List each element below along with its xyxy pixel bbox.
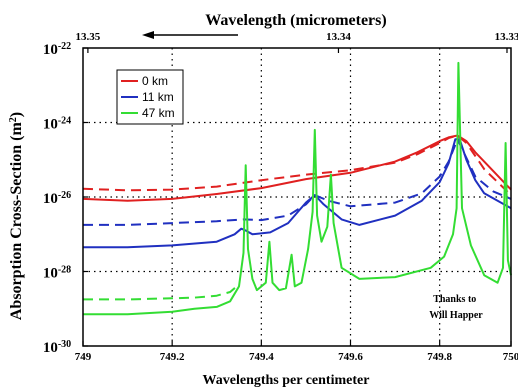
legend-label: 0 km xyxy=(142,74,168,88)
series-solid-line xyxy=(83,61,512,316)
x-axis-label: Wavelengths per centimeter xyxy=(203,373,370,387)
legend: 0 km 11 km 47 km xyxy=(116,69,184,125)
top-tick-label: 13.34 xyxy=(326,31,351,43)
x-tick-labels: 749 749.2 749.4 749.6 749.8 750 xyxy=(75,351,518,363)
direction-arrow xyxy=(142,31,238,39)
top-axis-title: Wavelength (micrometers) xyxy=(205,12,386,29)
y-tick-label: 10-22 xyxy=(43,41,71,59)
plot-lines xyxy=(82,61,512,316)
legend-label: 47 km xyxy=(142,106,175,120)
y-tick-labels: 10-22 10-24 10-26 10-28 10-30 xyxy=(43,41,71,357)
x-tick-label: 749.4 xyxy=(249,351,274,363)
series-solid-line xyxy=(82,134,512,202)
x-tick-label: 749.6 xyxy=(338,351,363,363)
x-tick-label: 749.8 xyxy=(427,351,452,363)
x-tick-label: 749.2 xyxy=(160,351,185,363)
top-tick-label: 13.35 xyxy=(76,31,101,43)
y-tick-label: 10-26 xyxy=(43,190,71,208)
y-axis-label: Absorption Cross-Section (m2) xyxy=(8,112,26,320)
x-tick-label: 749 xyxy=(75,351,92,363)
credit-annotation: Thanks to Will Happer xyxy=(429,294,483,321)
x-tick-label: 750 xyxy=(503,351,518,363)
series-solid-line xyxy=(83,138,512,249)
legend-label: 11 km xyxy=(142,90,174,104)
series-dashed-line xyxy=(82,134,512,196)
top-tick-labels: 13.35 13.34 13.33 xyxy=(76,31,518,43)
top-tick-label: 13.33 xyxy=(495,31,518,43)
y-tick-label: 10-30 xyxy=(43,339,71,357)
axis-ticks xyxy=(82,47,512,347)
y-tick-label: 10-28 xyxy=(43,264,71,282)
y-tick-label: 10-24 xyxy=(43,115,71,133)
series-dashed-line xyxy=(83,283,240,301)
